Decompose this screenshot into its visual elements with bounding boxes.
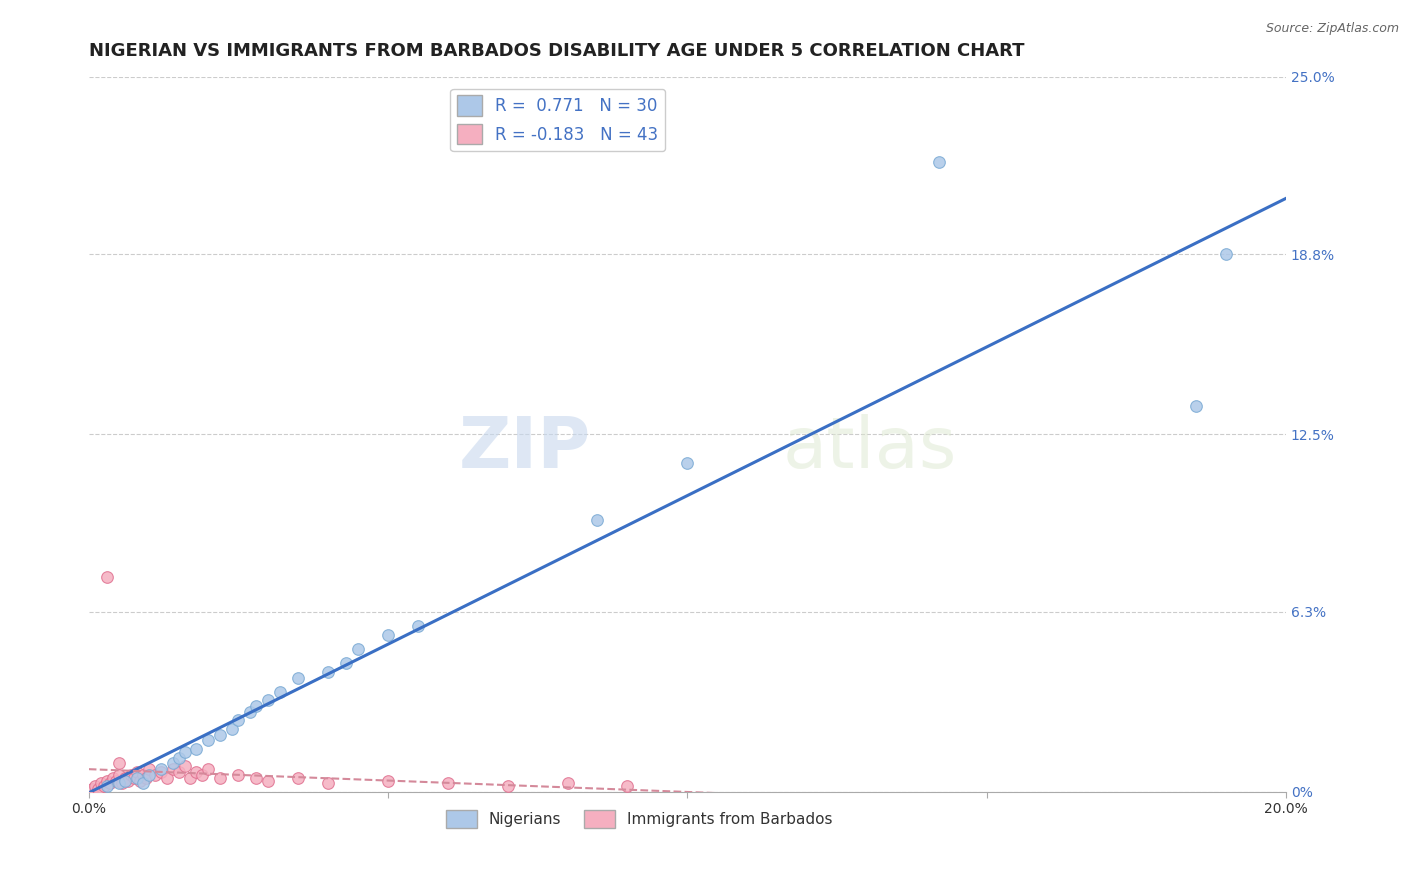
Point: [155, 771, 177, 785]
Point: [335, 656, 357, 670]
Point: [107, 776, 129, 790]
Text: atlas: atlas: [783, 414, 957, 483]
Point: [186, 764, 208, 779]
Point: [377, 627, 399, 641]
Point: [616, 779, 638, 793]
Point: [257, 773, 280, 788]
Point: [179, 771, 201, 785]
Point: [173, 759, 195, 773]
Point: [316, 776, 339, 790]
Point: [1185, 399, 1208, 413]
Point: [125, 764, 148, 779]
Point: [128, 773, 150, 788]
Point: [239, 705, 262, 719]
Point: [167, 750, 190, 764]
Point: [96, 570, 118, 584]
Point: [406, 619, 429, 633]
Point: [1215, 247, 1237, 261]
Point: [228, 714, 250, 728]
Point: [138, 768, 160, 782]
Point: [114, 773, 136, 788]
Point: [167, 764, 190, 779]
Point: [586, 513, 609, 527]
Point: [197, 733, 219, 747]
Point: [269, 685, 291, 699]
Text: NIGERIAN VS IMMIGRANTS FROM BARBADOS DISABILITY AGE UNDER 5 CORRELATION CHART: NIGERIAN VS IMMIGRANTS FROM BARBADOS DIS…: [89, 42, 1024, 60]
Point: [377, 773, 399, 788]
Text: Source: ZipAtlas.com: Source: ZipAtlas.com: [1265, 22, 1399, 36]
Point: [287, 771, 309, 785]
Point: [496, 779, 519, 793]
Point: [96, 773, 118, 788]
Point: [209, 728, 232, 742]
Legend: Nigerians, Immigrants from Barbados: Nigerians, Immigrants from Barbados: [440, 804, 839, 834]
Point: [83, 779, 105, 793]
Point: [437, 776, 460, 790]
Point: [228, 768, 250, 782]
Point: [80, 782, 103, 797]
Point: [149, 762, 172, 776]
Point: [117, 773, 139, 788]
Point: [107, 768, 129, 782]
Point: [101, 771, 124, 785]
Text: ZIP: ZIP: [460, 414, 592, 483]
Point: [87, 782, 110, 797]
Point: [197, 762, 219, 776]
Point: [107, 756, 129, 771]
Point: [104, 773, 127, 788]
Point: [98, 776, 121, 790]
Point: [173, 745, 195, 759]
Point: [257, 693, 280, 707]
Point: [676, 456, 699, 470]
Point: [135, 771, 157, 785]
Point: [93, 779, 115, 793]
Point: [111, 776, 134, 790]
Point: [138, 762, 160, 776]
Point: [131, 776, 153, 790]
Point: [209, 771, 232, 785]
Point: [162, 756, 184, 771]
Point: [96, 779, 118, 793]
Point: [162, 762, 184, 776]
Point: [114, 771, 136, 785]
Point: [316, 665, 339, 679]
Point: [149, 764, 172, 779]
Point: [191, 768, 214, 782]
Point: [347, 641, 370, 656]
Point: [125, 771, 148, 785]
Point: [90, 776, 112, 790]
Point: [557, 776, 579, 790]
Point: [221, 722, 243, 736]
Point: [186, 742, 208, 756]
Point: [131, 768, 153, 782]
Point: [928, 155, 950, 169]
Point: [245, 699, 267, 714]
Point: [287, 671, 309, 685]
Point: [143, 768, 166, 782]
Point: [245, 771, 267, 785]
Point: [122, 771, 145, 785]
Point: [120, 768, 142, 782]
